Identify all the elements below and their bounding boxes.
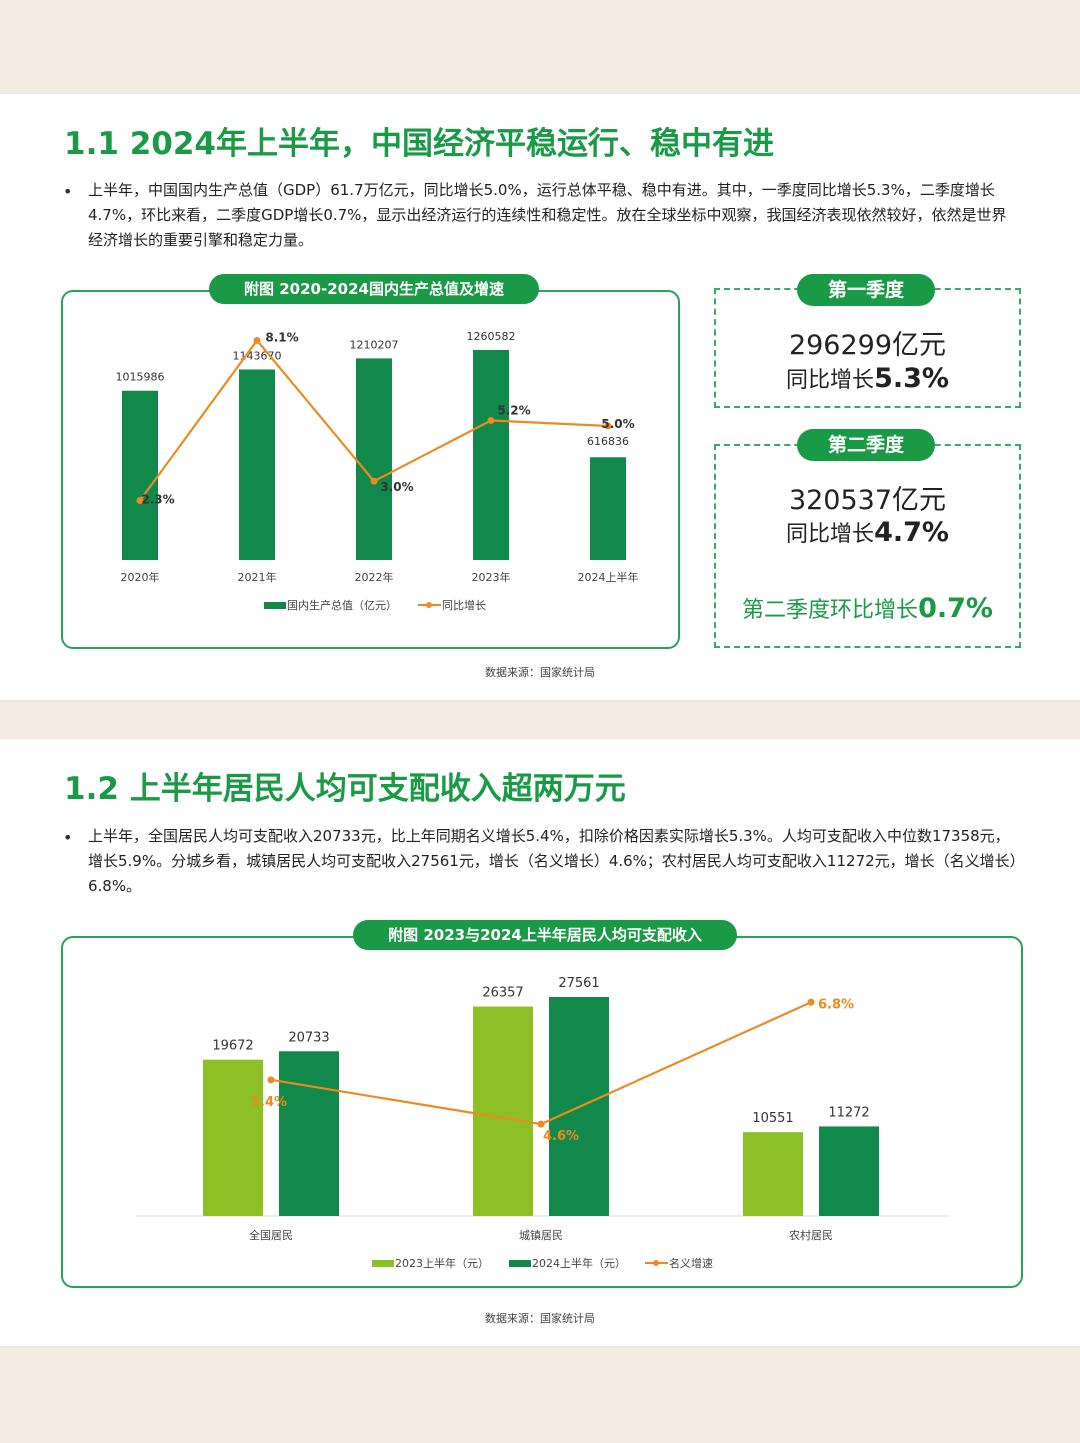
q2-card: 320537亿元 同比增长4.7% 第二季度环比增长0.7%	[714, 444, 1021, 648]
bullet-marker: •	[63, 828, 73, 847]
growth-point	[604, 422, 612, 430]
income-bar-2023	[743, 1132, 803, 1216]
growth-value-label: 5.0%	[601, 417, 634, 431]
gdp-chart-panel: 1015986 2020年 1143670 2021年 1210207 2022年 1260…	[61, 290, 680, 649]
legend-label-growth: 名义增速	[669, 1256, 713, 1270]
gdp-bar	[590, 457, 626, 560]
growth-point	[253, 336, 261, 344]
legend-swatch-growth-dot	[653, 1260, 659, 1266]
income-chart-panel: 19672 20733 全国居民 26357 27561 城镇居民 10551 11272 农村…	[61, 936, 1023, 1288]
nominal-growth-value-label: 4.6%	[543, 1129, 579, 1144]
x-tick-label: 全国居民	[249, 1228, 293, 1242]
income-2024-value-label: 11272	[828, 1105, 869, 1120]
gdp-bar-value-label: 1143670	[233, 349, 282, 362]
nominal-growth-value-label: 6.8%	[818, 997, 854, 1012]
x-tick-label: 2024上半年	[578, 570, 639, 584]
legend-label-gdp: 国内生产总值（亿元）	[287, 598, 397, 612]
income-2024-value-label: 20733	[288, 1030, 329, 1045]
q1-card: 296299亿元 同比增长5.3%	[714, 288, 1021, 408]
q1-growth: 同比增长5.3%	[786, 363, 949, 394]
x-tick-label: 2023年	[472, 570, 511, 584]
growth-point	[370, 477, 378, 485]
section-title: 1.2 上半年居民人均可支配收入超两万元	[64, 771, 626, 807]
chart-title-pill: 附图 2023与2024上半年居民人均可支配收入	[353, 920, 737, 950]
x-tick-label: 农村居民	[789, 1228, 833, 1242]
income-chart: 19672 20733 全国居民 26357 27561 城镇居民 10551 11272 农村…	[136, 976, 949, 1270]
legend-swatch-2023	[372, 1260, 394, 1267]
nominal-growth-line	[270, 1001, 812, 1126]
q2-value: 320537亿元	[788, 485, 947, 516]
gdp-bar-value-label: 1260582	[467, 330, 516, 343]
income-2024-value-label: 27561	[558, 976, 599, 991]
q2-label-pill: 第二季度	[797, 429, 935, 461]
nominal-growth-value-label: 5.4%	[251, 1095, 287, 1110]
slide-gdp: 1.1 2024年上半年，中国经济平稳运行、稳中有进 • 上半年，中国国内生产总…	[0, 94, 1080, 700]
x-tick-label: 城镇居民	[519, 1228, 563, 1242]
income-bar-2023	[203, 1059, 263, 1216]
x-tick-label: 2021年	[238, 570, 277, 584]
nominal-growth-point	[267, 1076, 275, 1084]
legend-swatch-gdp	[264, 602, 286, 609]
section-paragraph: 上半年，中国国内生产总值（GDP）61.7万亿元，同比增长5.0%，运行总体平稳…	[88, 181, 1007, 249]
gdp-bar-value-label: 1015986	[116, 371, 165, 384]
legend-label-2023: 2023上半年（元）	[395, 1256, 489, 1270]
growth-point	[136, 497, 144, 505]
q1-value: 296299亿元	[788, 330, 947, 361]
slide-income: 1.2 上半年居民人均可支配收入超两万元 • 上半年，全国居民人均可支配收入20…	[0, 739, 1080, 1346]
x-tick-label: 2020年	[121, 570, 160, 584]
gdp-bar-value-label: 1210207	[350, 338, 399, 351]
data-source: 数据来源：国家统计局	[485, 666, 595, 679]
chart-title-pill: 附图 2020-2024国内生产总值及增速	[209, 274, 539, 304]
income-2023-value-label: 26357	[482, 986, 523, 1001]
income-2023-value-label: 10551	[752, 1111, 793, 1126]
growth-value-label: 2.3%	[141, 493, 174, 507]
gdp-bar	[122, 390, 158, 560]
legend-label-2024: 2024上半年（元）	[532, 1256, 626, 1270]
legend-swatch-2024	[509, 1260, 531, 1267]
income-bar-2024	[819, 1126, 879, 1216]
legend-label-growth: 同比增长	[442, 598, 486, 612]
gdp-bar-value-label: 616836	[587, 435, 629, 448]
x-tick-label: 2022年	[355, 570, 394, 584]
section-title: 1.1 2024年上半年，中国经济平稳运行、稳中有进	[64, 126, 774, 162]
income-bar-2023	[473, 1006, 533, 1216]
legend-swatch-growth-dot	[426, 602, 432, 608]
section-paragraph: 上半年，全国居民人均可支配收入20733元，比上年同期名义增长5.4%，扣除价格…	[88, 827, 1018, 895]
growth-value-label: 3.0%	[380, 480, 413, 494]
data-source: 数据来源：国家统计局	[485, 1312, 595, 1325]
gdp-bar	[239, 369, 275, 560]
growth-point	[487, 416, 495, 424]
nominal-growth-point	[807, 998, 815, 1006]
growth-value-label: 8.1%	[265, 330, 298, 344]
income-bar-2024	[279, 1051, 339, 1216]
income-2023-value-label: 19672	[212, 1039, 253, 1054]
nominal-growth-point	[537, 1120, 545, 1128]
gdp-bar	[473, 350, 509, 560]
gdp-bar	[356, 358, 392, 560]
bullet-marker: •	[63, 182, 73, 201]
q2-growth: 同比增长4.7%	[786, 517, 949, 548]
growth-value-label: 5.2%	[497, 403, 530, 417]
q2-qoq-growth: 第二季度环比增长0.7%	[742, 593, 993, 624]
gdp-chart: 1015986 2020年 1143670 2021年 1210207 2022年 1260…	[116, 330, 639, 612]
q1-label-pill: 第一季度	[797, 274, 935, 306]
